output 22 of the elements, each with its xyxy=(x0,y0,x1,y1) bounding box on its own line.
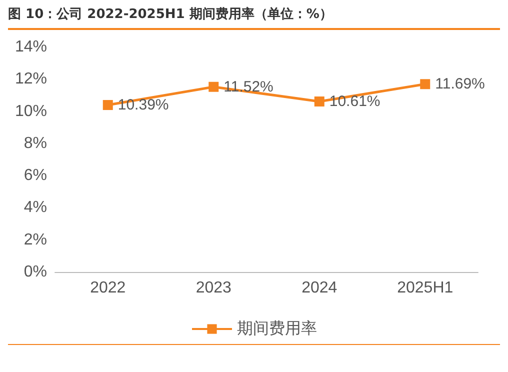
data-label: 11.69% xyxy=(435,76,485,93)
y-tick-label: 14% xyxy=(14,38,47,56)
point xyxy=(420,79,430,90)
y-tick-label: 2% xyxy=(24,231,47,248)
data-label: 10.39% xyxy=(118,96,169,114)
chart-title: 图 10：公司 2022-2025H1 期间费用率（单位：%） xyxy=(8,4,500,30)
legend-label: 期间费用率 xyxy=(237,320,317,338)
y-tick-label: 12% xyxy=(14,70,47,88)
x-tick-label: 2022 xyxy=(90,280,126,296)
data-label: 10.61% xyxy=(329,92,380,110)
x-tick-label: 2025H1 xyxy=(397,280,454,296)
y-tick-label: 4% xyxy=(24,199,47,216)
y-tick-label: 8% xyxy=(24,134,47,152)
x-tick-label: 2023 xyxy=(196,280,232,296)
x-tick-label: 2024 xyxy=(302,280,338,296)
y-tick-label: 10% xyxy=(14,102,47,120)
point xyxy=(102,100,113,110)
y-tick-label: 6% xyxy=(24,167,47,184)
y-tick-label: 0% xyxy=(24,264,47,280)
point xyxy=(314,96,324,106)
point xyxy=(208,82,219,92)
data-label: 11.52% xyxy=(224,78,274,96)
